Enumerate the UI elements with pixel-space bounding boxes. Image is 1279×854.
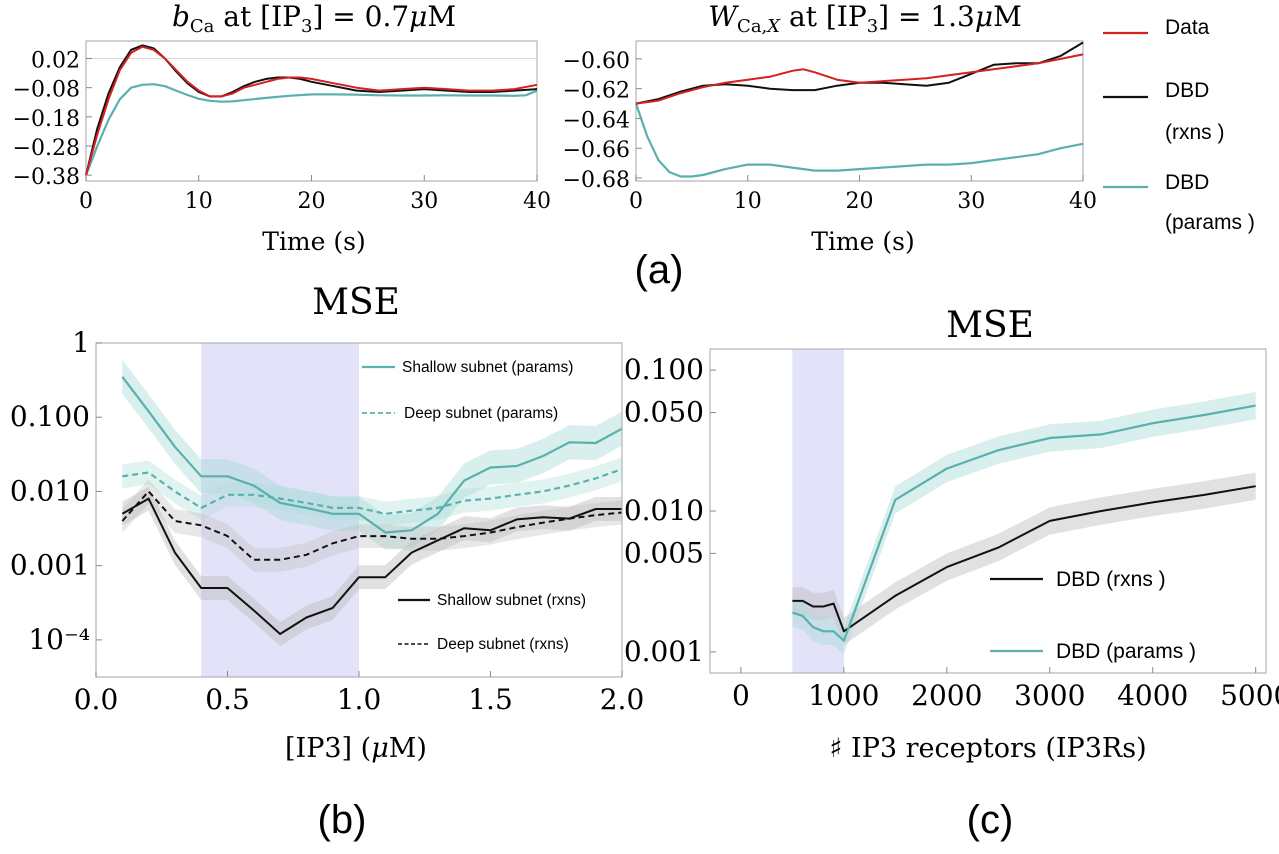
chart-c-ytick-label: 0.050 [624, 396, 704, 429]
chart-a2-ytick-label: −0.60 [563, 49, 630, 74]
chart-c-ytick-label: 0.001 [624, 635, 704, 668]
chart-a1-xtick-label: 0 [79, 189, 93, 214]
legend-b-shallow-rxns: Shallow subnet (rxns) [437, 592, 586, 609]
legend-b: Shallow subnet (params) Deep subnet (par… [362, 359, 586, 653]
chart-a2-xtick-label: 20 [846, 189, 874, 214]
chart-b-xtick-label: 0.0 [74, 683, 119, 716]
chart-a2-series-dbd-rxns- [635, 41, 1084, 105]
chart-b-ytick-label: 0.100 [10, 400, 90, 433]
chart-a1-xtick-label: 30 [410, 189, 438, 214]
chart-a1-ytick-label: 0.02 [31, 49, 80, 74]
chart-a1: bCa at [IP3] = 0.7μM 0 10 20 30 40 0.02 −0.08 −… [13, 0, 551, 256]
chart-b-highlight-region [201, 343, 359, 677]
chart-a1-xtick-label: 10 [185, 189, 213, 214]
chart-c-xlabel: ♯ IP3 receptors (IP3Rs) [829, 733, 1146, 764]
chart-a2-xtick-label: 10 [734, 189, 762, 214]
chart-c-xtick-label: 2000 [911, 679, 982, 712]
panel-a-label: (a) [635, 248, 684, 292]
chart-b-ytick-label: 1 [72, 326, 90, 359]
chart-c-xtick-label: 1000 [808, 679, 879, 712]
chart-a1-xtick-label: 40 [523, 189, 551, 214]
chart-a2-ytick-label: −0.62 [563, 79, 630, 104]
legend-c-rxns: DBD (rxns ) [1056, 568, 1166, 591]
chart-a1-xlabel: Time (s) [262, 227, 365, 256]
chart-b: MSE 0.0 0.5 1.0 1.5 2.010.1000.0100.00110⁻⁴ … [10, 282, 644, 764]
chart-c-xtick-label: 4000 [1117, 679, 1188, 712]
chart-b-ytick-label: 0.010 [10, 474, 90, 507]
chart-c-xtick-label: 3000 [1014, 679, 1085, 712]
chart-b-series-deep-subnet-params- [122, 468, 623, 515]
legend-a-params-label-1: DBD [1165, 171, 1209, 194]
chart-b-series-shallow-subnet-rxns- [121, 497, 622, 635]
legend-a-rxns-label-1: DBD [1165, 79, 1209, 102]
panel-b-label: (b) [318, 798, 367, 842]
chart-a2-title: WCa,X at [IP3] = 1.3μM [708, 0, 1021, 37]
chart-b-xtick-label: 0.5 [205, 683, 250, 716]
chart-c-band [792, 472, 1256, 645]
chart-a2-series-dbd-params- [634, 103, 1084, 178]
chart-a1-ytick-label: −0.18 [13, 107, 80, 132]
chart-a1-ytick-label: −0.28 [13, 136, 80, 161]
chart-b-ytick-label: 0.001 [10, 549, 90, 582]
chart-c-ytick-label: 0.010 [624, 494, 704, 527]
chart-b-band [122, 479, 623, 572]
chart-b-title: MSE [312, 282, 400, 323]
chart-a1-ytick-label: −0.38 [13, 165, 80, 190]
legend-b-deep-rxns: Deep subnet (rxns) [437, 636, 569, 653]
chart-a1-ytick-label: −0.08 [13, 78, 80, 103]
chart-a2-frame [635, 40, 1084, 182]
chart-c-ytick-label: 0.100 [624, 353, 704, 386]
chart-a2-ytick-label: −0.68 [563, 168, 630, 193]
legend-b-deep-params: Deep subnet (params) [404, 405, 558, 422]
chart-c-ytick-label: 0.005 [624, 536, 704, 569]
chart-a1-frame [85, 40, 538, 182]
chart-b-xlabel: [IP3] (μM) [285, 733, 427, 764]
chart-a2-xtick-label: 0 [629, 189, 643, 214]
chart-b-series-deep-subnet-rxns- [121, 490, 623, 561]
legend-a: Data DBD (rxns ) DBD (params ) [1103, 16, 1255, 234]
chart-a1-series-dbd-params- [84, 83, 538, 176]
chart-a2-xlabel: Time (s) [811, 227, 914, 256]
chart-b-xtick-label: 1.5 [468, 683, 513, 716]
chart-b-xtick-label: 1.0 [337, 683, 382, 716]
chart-a2: WCa,X at [IP3] = 1.3μM 0 10 20 30 40 −0.60 −0.… [563, 0, 1097, 256]
chart-b-band [122, 457, 623, 526]
chart-a2-xtick-label: 30 [957, 189, 985, 214]
chart-b-ytick-label: 10⁻⁴ [28, 623, 90, 656]
chart-a2-xtick-label: 40 [1069, 189, 1097, 214]
legend-a-params-label-2: (params ) [1165, 211, 1255, 234]
chart-b-xtick-label: 2.0 [600, 683, 645, 716]
chart-a1-series-data [85, 45, 538, 176]
chart-a2-ytick-label: −0.64 [563, 108, 630, 133]
chart-c-series-dbd-params- [792, 404, 1256, 642]
chart-a2-ytick-label: −0.66 [563, 138, 630, 163]
chart-c-highlight-region [792, 349, 844, 673]
chart-c-xtick-label: 0 [732, 679, 750, 712]
legend-c: DBD (rxns ) DBD (params ) [990, 568, 1196, 663]
legend-a-rxns-label-2: (rxns ) [1165, 121, 1225, 144]
chart-a1-title: bCa at [IP3] = 0.7μM [172, 0, 456, 37]
legend-a-data-label: Data [1165, 16, 1210, 39]
chart-a2-series-data [635, 53, 1084, 105]
chart-b-series-shallow-subnet-params- [121, 376, 623, 534]
chart-a1-xtick-label: 20 [298, 189, 326, 214]
chart-a1-series-dbd-rxns- [85, 44, 538, 176]
chart-c-title: MSE [946, 305, 1034, 346]
chart-c-series-dbd-rxns- [792, 485, 1256, 633]
legend-c-params: DBD (params ) [1056, 640, 1196, 663]
legend-b-shallow-params: Shallow subnet (params) [402, 359, 573, 376]
panel-c-label: (c) [967, 798, 1014, 842]
